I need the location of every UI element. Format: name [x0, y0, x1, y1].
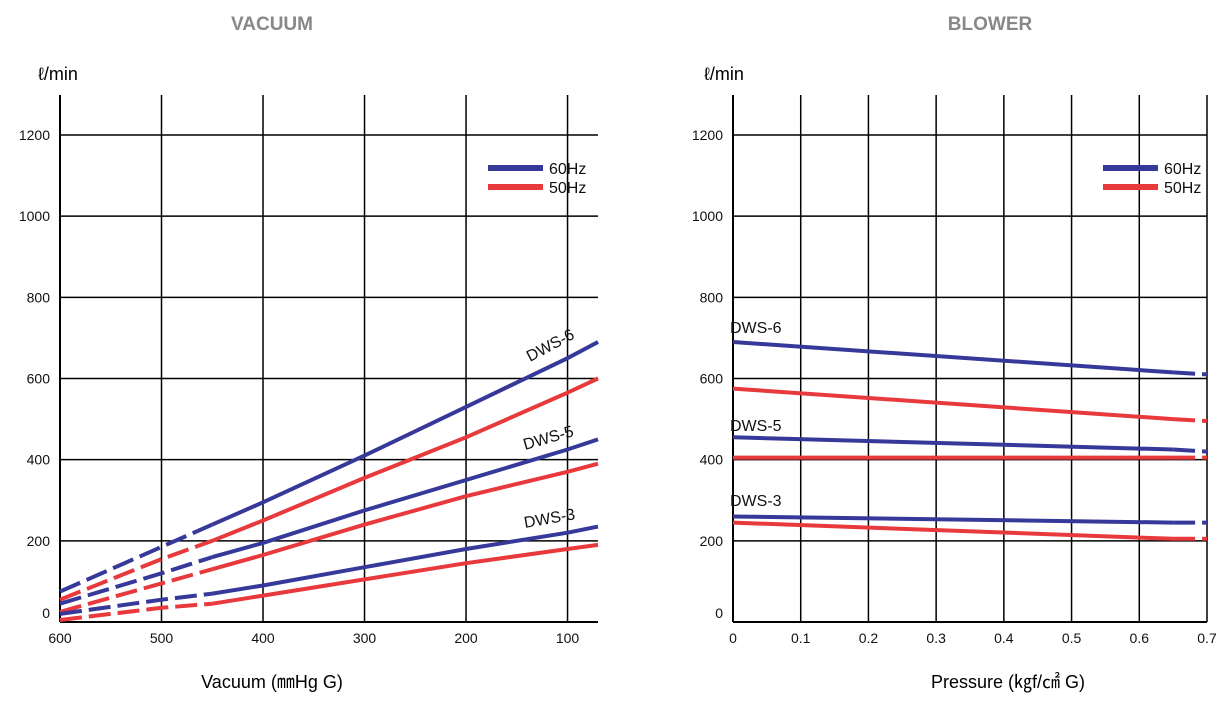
vacuum-series-dws-5-50hz	[59, 461, 599, 614]
vacuum-y-tick-label: 800	[27, 289, 51, 305]
blower-series-dws-3-50hz	[732, 520, 1207, 541]
series-line-dashed	[1172, 447, 1208, 454]
series-line-dashed	[59, 601, 213, 622]
vacuum-x-tick-label: 100	[556, 630, 580, 646]
blower-title: BLOWER	[948, 14, 1033, 35]
series-line-solid	[732, 514, 1174, 525]
vacuum-x-tick-label: 500	[150, 630, 174, 646]
blower-y-tick-label: 400	[700, 452, 724, 468]
blower-y-tick-label: 1000	[692, 208, 723, 224]
vacuum-series-dws-6-60hz	[59, 340, 599, 594]
blower-series-label: DWS-6	[730, 320, 782, 337]
vacuum-y-tick-label: 400	[27, 452, 51, 468]
series-line-dashed	[59, 538, 213, 602]
vacuum-y-unit: ℓ/min	[38, 64, 78, 84]
vacuum-y-tick-label: 0	[42, 605, 50, 621]
vacuum-series-dws-3-60hz	[59, 524, 599, 616]
blower-x-tick-label: 0.4	[994, 630, 1014, 646]
vacuum-y-tick-label: 1200	[19, 127, 50, 143]
series-line-solid	[732, 520, 1174, 541]
vacuum-series-label: DWS-6	[524, 326, 578, 365]
blower-series-label: DWS-5	[730, 418, 782, 435]
blower-series-dws-6-60hz	[732, 340, 1208, 377]
series-line-dashed	[59, 591, 213, 616]
blower-x-tick-label: 0.6	[1130, 630, 1150, 646]
vacuum-y-tick-label: 200	[27, 533, 51, 549]
series-line-solid	[211, 340, 599, 527]
blower-x-tick-label: 0.7	[1197, 630, 1217, 646]
blower-x-axis-label: Pressure (㎏f/㎠ G)	[931, 671, 1085, 693]
blower-x-tick-label: 0.2	[859, 630, 879, 646]
blower-y-unit: ℓ/min	[704, 64, 744, 84]
series-line-solid	[732, 386, 1174, 422]
vacuum-grid	[59, 95, 598, 623]
blower-x-tick-label: 0.3	[926, 630, 946, 646]
blower-y-tick-label: 600	[700, 371, 724, 387]
vacuum-series-dws-3-50hz	[59, 542, 599, 622]
vacuum-series-dws-6-50hz	[59, 376, 599, 602]
blower-series-dws-5-60hz	[732, 435, 1208, 454]
blower-y-tick-label: 0	[715, 605, 723, 621]
blower-chart: BLOWER ℓ/min 0 200 400 600 800 1000 1200 0 0.1 0.2 0…	[692, 14, 1217, 693]
series-line-dashed	[59, 522, 214, 594]
blower-x-tick-label: 0.5	[1062, 630, 1082, 646]
legend-label: 50Hz	[549, 180, 586, 197]
blower-y-tick-label: 800	[700, 289, 724, 305]
series-line-dashed	[1172, 417, 1208, 424]
series-line-solid	[211, 542, 599, 606]
blower-legend: 60Hz 50Hz	[1103, 161, 1201, 197]
blower-x-tick-label: 0.1	[791, 630, 811, 646]
vacuum-y-tick-label: 600	[27, 371, 51, 387]
vacuum-series-label: DWS-3	[523, 506, 577, 532]
series-line-solid	[211, 461, 599, 572]
series-line-solid	[211, 376, 599, 543]
series-line-solid	[211, 524, 599, 596]
vacuum-chart: VACUUM ℓ/min 0 200 400 600 800 1000 1200 600 500 40…	[19, 14, 599, 692]
vacuum-y-tick-label: 1000	[19, 208, 50, 224]
vacuum-x-tick-label: 400	[251, 630, 275, 646]
vacuum-title: VACUUM	[231, 14, 313, 35]
vacuum-x-tick-label: 200	[454, 630, 478, 646]
series-line-dashed	[59, 567, 213, 614]
blower-series-dws-6-50hz	[732, 386, 1208, 424]
vacuum-legend: 60Hz 50Hz	[488, 161, 586, 197]
blower-x-tick-label: 0	[729, 630, 737, 646]
vacuum-series-dws-5-60hz	[59, 437, 599, 606]
vacuum-x-tick-label: 300	[353, 630, 377, 646]
series-line-solid	[211, 437, 599, 560]
vacuum-x-tick-label: 600	[48, 630, 72, 646]
legend-label: 50Hz	[1164, 180, 1201, 197]
blower-y-tick-label: 200	[700, 533, 724, 549]
blower-y-tick-label: 1200	[692, 127, 723, 143]
legend-label: 60Hz	[549, 161, 586, 178]
series-line-dashed	[59, 555, 213, 606]
blower-series-dws-3-60hz	[732, 514, 1207, 525]
series-line-solid	[732, 435, 1174, 452]
series-line-dashed	[1172, 370, 1208, 377]
vacuum-x-axis-label: Vacuum (㎜Hg G)	[201, 672, 343, 692]
blower-series-label: DWS-3	[730, 493, 782, 510]
legend-label: 60Hz	[1164, 161, 1201, 178]
series-line-solid	[732, 340, 1174, 375]
